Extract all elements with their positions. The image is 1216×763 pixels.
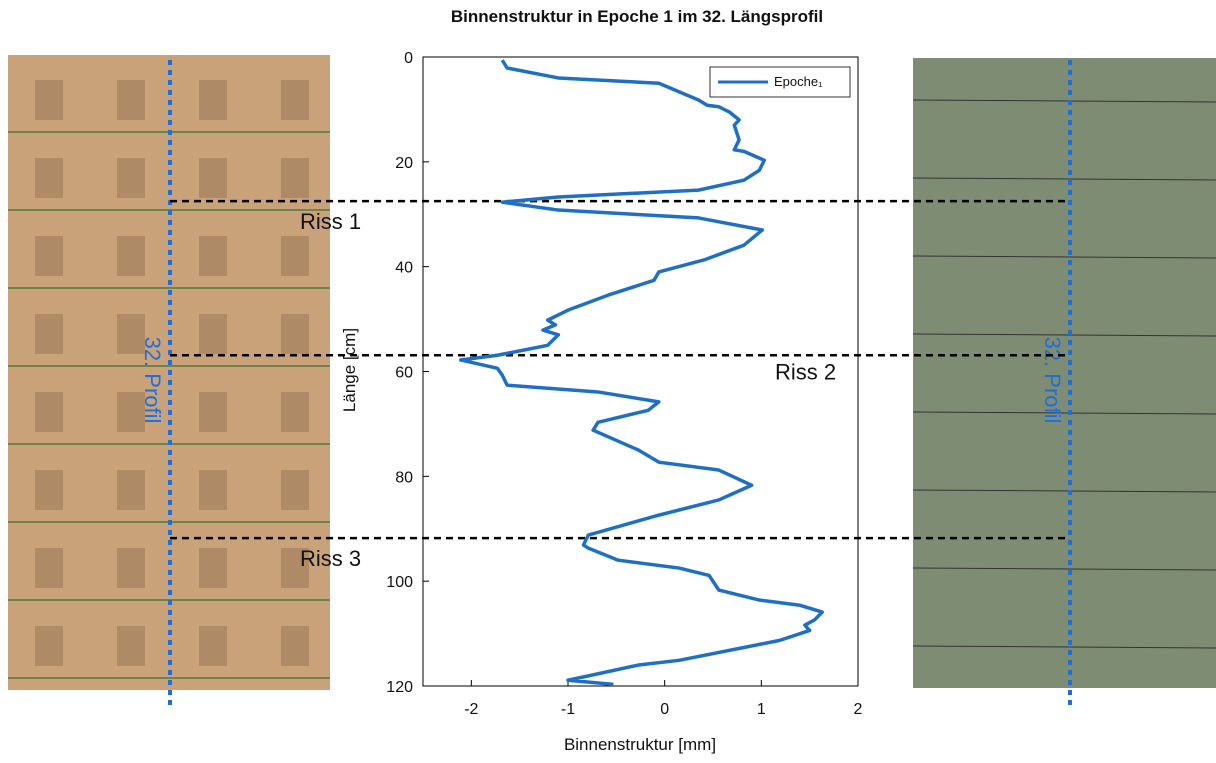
- texture: [281, 158, 309, 198]
- texture: [117, 470, 145, 510]
- texture: [199, 470, 227, 510]
- texture: [281, 314, 309, 354]
- texture: [199, 314, 227, 354]
- texture: [199, 80, 227, 120]
- texture: [35, 626, 63, 666]
- crack-label: Riss 2: [775, 359, 836, 384]
- y-tick-label: 120: [386, 679, 413, 696]
- y-tick-label: 60: [395, 365, 413, 382]
- texture: [117, 158, 145, 198]
- y-tick-label: 40: [395, 260, 413, 277]
- y-tick-label: 0: [404, 50, 413, 67]
- y-axis-label: Länge [cm]: [340, 328, 359, 412]
- texture: [35, 314, 63, 354]
- texture: [117, 626, 145, 666]
- texture: [199, 548, 227, 588]
- x-tick-label: 0: [660, 701, 669, 718]
- texture: [199, 158, 227, 198]
- texture: [199, 392, 227, 432]
- x-axis-label: Binnenstruktur [mm]: [564, 735, 716, 754]
- chart-title: Binnenstruktur in Epoche 1 im 32. Längsp…: [451, 7, 823, 26]
- profile-label: 32. Profil: [140, 337, 165, 424]
- texture: [281, 80, 309, 120]
- crack-label: Riss 1: [300, 209, 361, 234]
- y-tick-label: 20: [395, 155, 413, 172]
- texture: [35, 392, 63, 432]
- profile-label: 32. Profil: [1040, 337, 1065, 424]
- texture: [35, 80, 63, 120]
- texture: [35, 158, 63, 198]
- texture: [199, 626, 227, 666]
- x-tick-label: 2: [854, 701, 863, 718]
- figure: Binnenstruktur in Epoche 1 im 32. Längsp…: [0, 0, 1216, 758]
- texture: [281, 392, 309, 432]
- x-tick-label: -1: [561, 701, 575, 718]
- crack-label: Riss 3: [300, 546, 361, 571]
- y-tick-label: 80: [395, 469, 413, 486]
- texture: [117, 80, 145, 120]
- legend-label: Epoche₁: [774, 74, 823, 89]
- texture: [281, 236, 309, 276]
- texture: [281, 470, 309, 510]
- texture: [35, 470, 63, 510]
- texture: [199, 236, 227, 276]
- texture: [35, 548, 63, 588]
- texture: [281, 626, 309, 666]
- x-tick-label: 1: [757, 701, 766, 718]
- y-tick-label: 100: [386, 574, 413, 591]
- texture: [117, 548, 145, 588]
- texture: [35, 236, 63, 276]
- texture: [117, 236, 145, 276]
- x-tick-label: -2: [464, 701, 478, 718]
